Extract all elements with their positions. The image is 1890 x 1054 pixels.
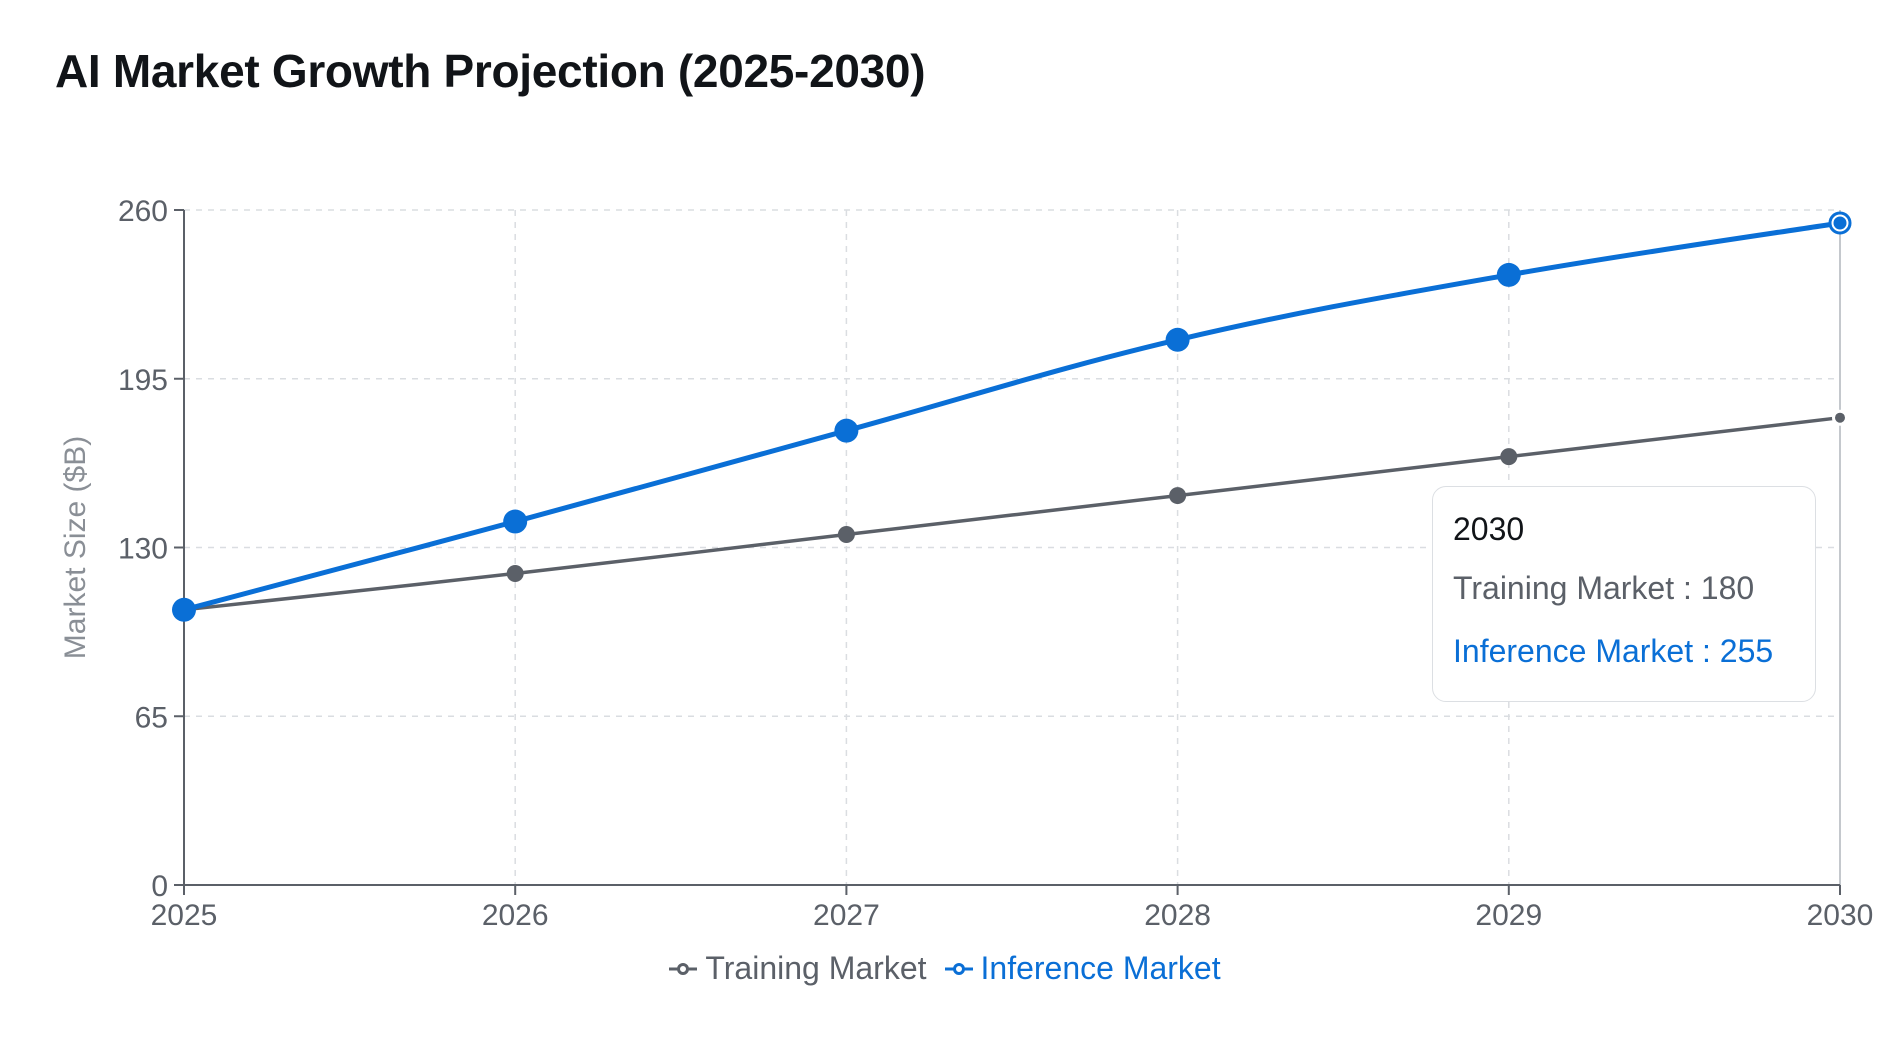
series-line-inference-market	[181, 220, 1843, 613]
data-point	[506, 564, 524, 582]
data-point	[837, 526, 855, 544]
grid-lines	[184, 209, 1841, 885]
y-axis-title: Market Size ($B)	[59, 436, 92, 659]
data-point-active-ring	[1828, 211, 1852, 235]
series-line-training-market	[182, 415, 1842, 612]
y-tick-label: 260	[118, 195, 168, 228]
y-tick-label: 0	[151, 870, 168, 903]
y-tick-label: 195	[118, 364, 168, 397]
tooltip-row-training: Training Market : 180	[1453, 570, 1755, 606]
legend-line-icon	[669, 962, 698, 975]
series-layer	[172, 211, 1852, 622]
legend-item[interactable]: Training Market	[669, 950, 927, 987]
tooltip: 2030 Training Market : 180 Inference Mar…	[1432, 486, 1816, 702]
data-point	[1496, 262, 1521, 287]
legend-line-icon	[944, 962, 973, 975]
y-tick-label: 130	[118, 533, 168, 566]
x-tick-label: 2026	[482, 899, 549, 932]
data-point	[1169, 487, 1187, 505]
x-tick-label: 2025	[151, 899, 218, 932]
data-point	[834, 418, 859, 443]
data-point	[503, 509, 528, 534]
x-tick-label: 2029	[1475, 899, 1542, 932]
x-tick-label: 2027	[813, 899, 880, 932]
tick-labels: 0 65 130 195 260 2025 2026 2027 2028 2029 2030 Mark…	[59, 195, 1873, 932]
data-point	[1833, 410, 1847, 425]
data-point	[172, 597, 196, 622]
axes	[174, 209, 1841, 895]
tooltip-title: 2030	[1453, 511, 1525, 547]
tooltip-row-inference: Inference Market : 255	[1453, 633, 1774, 669]
x-tick-label: 2030	[1807, 899, 1874, 932]
legend: Training Market Inference Market	[0, 950, 1890, 987]
x-tick-label: 2028	[1144, 899, 1211, 932]
legend-item[interactable]: Inference Market	[944, 950, 1221, 987]
data-point	[1165, 327, 1190, 352]
y-tick-label: 65	[135, 701, 168, 734]
chart-title: AI Market Growth Projection (2025-2030)	[55, 45, 926, 97]
legend-label: Training Market	[705, 950, 927, 986]
data-point	[1830, 213, 1850, 233]
data-point	[1500, 448, 1518, 466]
legend-label: Inference Market	[980, 950, 1221, 986]
